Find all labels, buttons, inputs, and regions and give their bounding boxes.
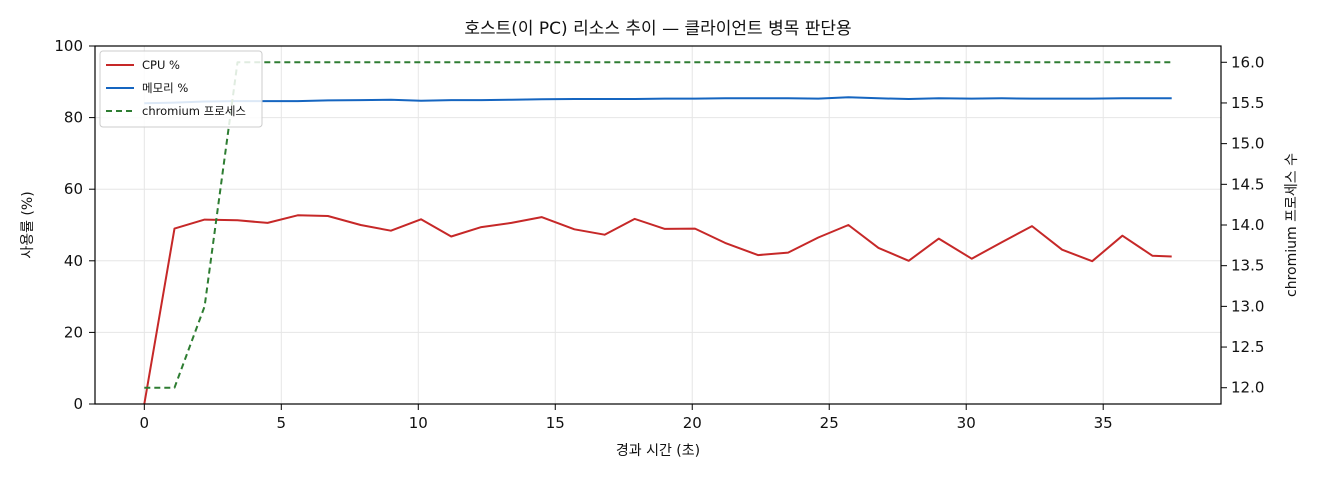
chromium-process-series-line bbox=[144, 61, 1172, 389]
chart-title: 호스트(이 PC) 리소스 추이 — 클라이언트 병목 판단용 bbox=[464, 19, 851, 39]
left-y-tick-label: 60 bbox=[64, 180, 83, 198]
left-y-tick-label: 0 bbox=[73, 395, 83, 413]
right-y-axis-label: chromium 프로세스 수 bbox=[1284, 153, 1300, 297]
left-y-tick-label: 100 bbox=[54, 37, 83, 55]
x-axis-ticks: 0 5 10 15 20 25 30 35 bbox=[140, 404, 1113, 432]
x-axis-label: 경과 시간 (초) bbox=[616, 443, 700, 459]
left-y-axis-ticks: 0 20 40 60 80 100 bbox=[54, 37, 95, 413]
x-tick-label: 15 bbox=[546, 414, 565, 432]
x-tick-label: 25 bbox=[820, 414, 839, 432]
right-y-tick-label: 13.0 bbox=[1231, 297, 1264, 315]
x-tick-label: 30 bbox=[957, 414, 976, 432]
right-y-tick-label: 15.0 bbox=[1231, 135, 1264, 153]
right-y-axis-ticks: 12.0 12.5 13.0 13.5 14.0 14.5 15.0 15.5 16.0 bbox=[1221, 53, 1264, 397]
right-y-tick-label: 14.0 bbox=[1231, 216, 1264, 234]
right-y-tick-label: 13.5 bbox=[1231, 257, 1264, 275]
left-y-tick-label: 80 bbox=[64, 109, 83, 127]
x-tick-label: 5 bbox=[277, 414, 287, 432]
left-y-tick-label: 40 bbox=[64, 252, 83, 270]
left-y-axis-label: 사용률 (%) bbox=[20, 191, 36, 258]
legend: CPU % 메모리 % chromium 프로세스 bbox=[99, 50, 263, 128]
x-tick-label: 0 bbox=[140, 414, 150, 432]
x-tick-label: 10 bbox=[409, 414, 428, 432]
legend-label-chromium: chromium 프로세스 bbox=[142, 104, 246, 118]
cpu-series-line bbox=[143, 214, 1172, 405]
legend-box bbox=[99, 50, 263, 128]
right-y-tick-label: 15.5 bbox=[1231, 94, 1264, 112]
legend-label-memory: 메모리 % bbox=[142, 81, 188, 95]
right-y-tick-label: 14.5 bbox=[1231, 175, 1264, 193]
series-layer bbox=[143, 61, 1172, 405]
right-y-tick-label: 12.0 bbox=[1231, 379, 1264, 397]
grid-lines bbox=[95, 46, 1221, 404]
legend-label-cpu: CPU % bbox=[142, 58, 180, 72]
plot-frame bbox=[94, 45, 1222, 405]
right-y-tick-label: 12.5 bbox=[1231, 338, 1264, 356]
memory-series-line bbox=[144, 96, 1172, 105]
right-y-tick-label: 16.0 bbox=[1231, 53, 1264, 71]
x-tick-label: 20 bbox=[683, 414, 702, 432]
left-y-tick-label: 20 bbox=[64, 323, 83, 341]
x-tick-label: 35 bbox=[1094, 414, 1113, 432]
